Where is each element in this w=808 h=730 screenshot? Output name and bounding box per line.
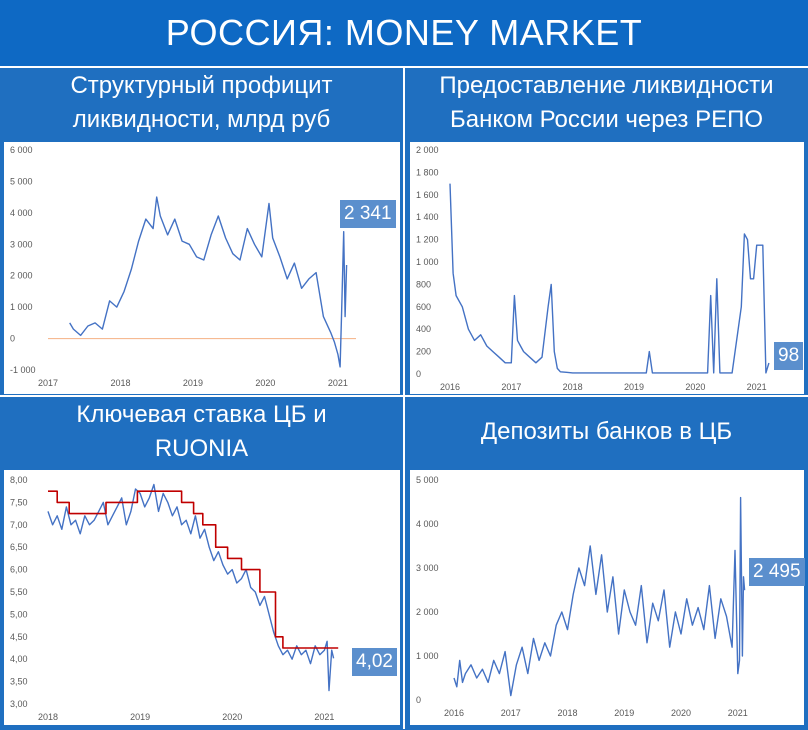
- x-tick-label: 2019: [624, 382, 644, 392]
- rates-title: Ключевая ставка ЦБ и RUONIA: [0, 397, 403, 467]
- y-tick-label: 5,50: [10, 587, 28, 597]
- y-tick-label: 200: [416, 347, 431, 357]
- y-tick-label: 0: [10, 334, 15, 344]
- rates-title-line2: RUONIA: [154, 435, 249, 462]
- y-tick-label: 7,00: [10, 520, 28, 530]
- x-tick-label: 2017: [38, 378, 58, 388]
- series-line-0: [453, 496, 746, 697]
- y-tick-label: 4,50: [10, 632, 28, 642]
- deposits-title-line1: Депозиты банков в ЦБ: [480, 418, 733, 445]
- y-tick-label: 6,00: [10, 565, 28, 575]
- y-tick-label: 2 000: [416, 145, 439, 155]
- y-tick-label: 400: [416, 324, 431, 334]
- y-tick-label: 4 000: [416, 519, 439, 529]
- repo-title: Предоставление ликвидности Банком России…: [405, 68, 808, 138]
- x-tick-label: 2016: [444, 708, 464, 718]
- rates-title-line1: Ключевая ставка ЦБ и: [76, 401, 327, 428]
- y-tick-label: 5 000: [10, 176, 33, 186]
- y-tick-label: 1 200: [416, 235, 439, 245]
- series-line-0: [69, 196, 348, 368]
- y-tick-label: 1 000: [416, 651, 439, 661]
- page-title: РОССИЯ: MONEY MARKET: [0, 0, 808, 68]
- x-tick-label: 2021: [747, 382, 767, 392]
- liquidity-title-line2: ликвидности, млрд руб: [72, 106, 331, 133]
- y-tick-label: 1 000: [10, 302, 33, 312]
- x-tick-label: 2021: [328, 378, 348, 388]
- y-tick-label: 6,50: [10, 542, 28, 552]
- x-tick-label: 2020: [222, 712, 242, 722]
- liquidity-callout: 2 341: [340, 200, 396, 228]
- deposits-chart-panel: 5 000 4 000 3 000 2 000 1 000 0 2016 2017 2018 20…: [410, 470, 804, 725]
- x-tick-label: 2017: [501, 382, 521, 392]
- x-tick-label: 2020: [685, 382, 705, 392]
- y-tick-label: 600: [416, 302, 431, 312]
- repo-title-line1: Предоставление ликвидности: [439, 72, 774, 99]
- x-tick-label: 2019: [614, 708, 634, 718]
- y-tick-label: 800: [416, 279, 431, 289]
- rates-chart: 8,00 7,50 7,00 6,50 6,00 5,50 5,00 4,50 4,00 3,50…: [10, 475, 339, 722]
- y-tick-label: 4 000: [10, 208, 33, 218]
- y-tick-label: 1 000: [416, 257, 439, 267]
- x-tick-label: 2017: [501, 708, 521, 718]
- repo-chart: 2 000 1 800 1 600 1 400 1 200 1 000 800 600 400 2…: [416, 145, 770, 392]
- series-line-1: [48, 490, 339, 649]
- repo-callout: 98: [774, 342, 804, 370]
- y-tick-label: 0: [416, 695, 421, 705]
- y-tick-label: 1 600: [416, 190, 439, 200]
- x-tick-label: 2020: [255, 378, 275, 388]
- x-tick-label: 2019: [130, 712, 150, 722]
- liquidity-title: Структурный профицит ликвидности, млрд р…: [0, 68, 403, 138]
- y-tick-label: 1 800: [416, 167, 439, 177]
- deposits-chart: 5 000 4 000 3 000 2 000 1 000 0 2016 2017 2018 20…: [416, 475, 748, 718]
- x-tick-label: 2018: [38, 712, 58, 722]
- x-tick-label: 2020: [671, 708, 691, 718]
- liquidity-chart-panel: 6 000 5 000 4 000 3 000 2 000 1 000 0 -1 000 201…: [4, 142, 400, 394]
- y-tick-label: 7,50: [10, 497, 28, 507]
- y-tick-label: 0: [416, 369, 421, 379]
- y-tick-label: 8,00: [10, 475, 28, 485]
- y-tick-label: 5,00: [10, 609, 28, 619]
- y-tick-label: -1 000: [10, 365, 36, 375]
- x-tick-label: 2018: [563, 382, 583, 392]
- x-tick-label: 2021: [728, 708, 748, 718]
- y-tick-label: 5 000: [416, 475, 439, 485]
- deposits-callout: 2 495: [749, 558, 805, 586]
- vertical-divider: [403, 66, 405, 729]
- repo-chart-panel: 2 000 1 800 1 600 1 400 1 200 1 000 800 600 400 2…: [410, 142, 804, 394]
- y-tick-label: 2 000: [10, 271, 33, 281]
- x-tick-label: 2018: [558, 708, 578, 718]
- y-tick-label: 1 400: [416, 212, 439, 222]
- x-tick-label: 2016: [440, 382, 460, 392]
- liquidity-title-line1: Структурный профицит: [70, 72, 333, 99]
- y-tick-label: 6 000: [10, 145, 33, 155]
- y-tick-label: 3 000: [10, 239, 33, 249]
- y-tick-label: 2 000: [416, 607, 439, 617]
- y-tick-label: 3 000: [416, 563, 439, 573]
- series-line-0: [47, 483, 335, 692]
- repo-title-line2: Банком России через РЕПО: [449, 106, 764, 133]
- series-line-0: [449, 183, 770, 374]
- y-tick-label: 3,50: [10, 677, 28, 687]
- y-tick-label: 4,00: [10, 654, 28, 664]
- y-tick-label: 3,00: [10, 699, 28, 709]
- x-tick-label: 2021: [314, 712, 334, 722]
- rates-chart-panel: 8,00 7,50 7,00 6,50 6,00 5,50 5,00 4,50 4,00 3,50…: [4, 470, 400, 725]
- x-tick-label: 2019: [183, 378, 203, 388]
- x-tick-label: 2018: [110, 378, 130, 388]
- rates-callout: 4,02: [352, 648, 397, 676]
- deposits-title: Депозиты банков в ЦБ: [405, 397, 808, 467]
